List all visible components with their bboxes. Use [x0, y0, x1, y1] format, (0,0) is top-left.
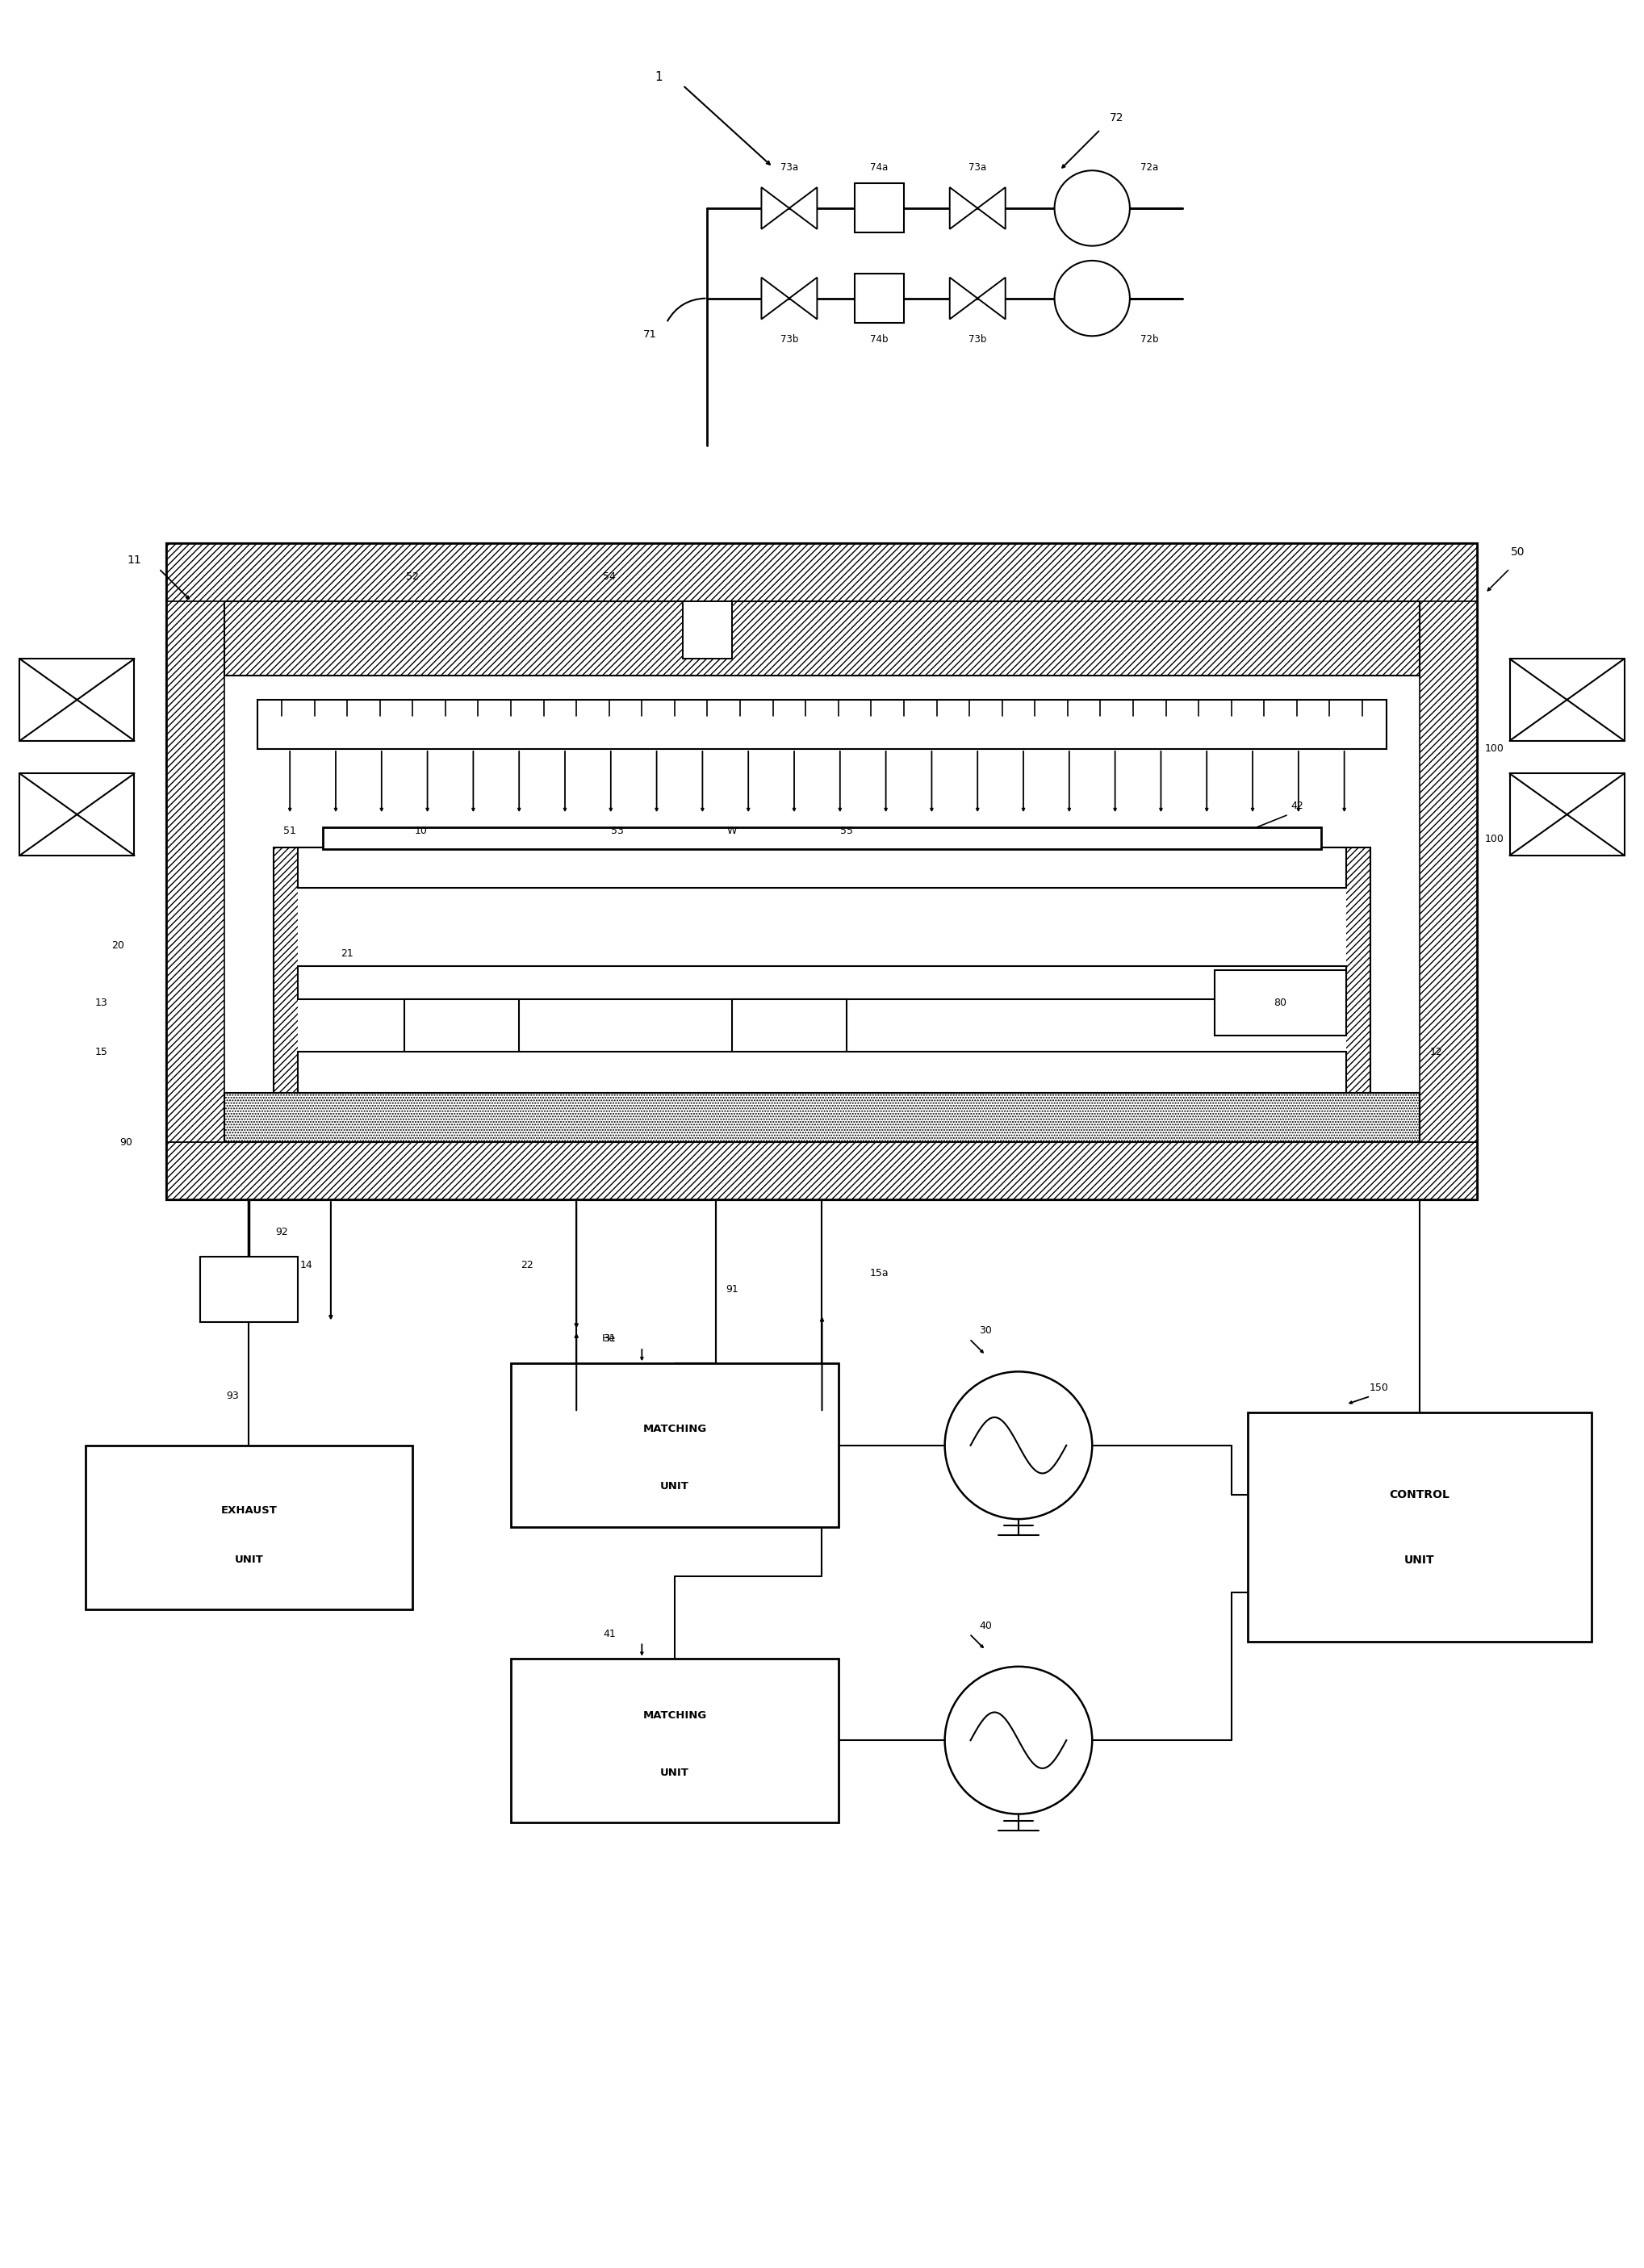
Text: 14: 14 — [299, 1259, 312, 1270]
Text: UNIT: UNIT — [235, 1556, 263, 1565]
Text: 73b: 73b — [968, 333, 986, 345]
Bar — [1420, 601, 1476, 1143]
Circle shape — [945, 1667, 1092, 1814]
Bar — [224, 601, 1420, 676]
Bar — [168, 544, 1476, 601]
Text: 15a: 15a — [870, 1268, 889, 1279]
Text: He: He — [602, 1334, 616, 1345]
Text: EXHAUST: EXHAUST — [220, 1506, 278, 1515]
Bar — [168, 1143, 1476, 1200]
Text: 10: 10 — [414, 826, 427, 837]
Text: 90: 90 — [120, 1136, 133, 1148]
Text: 91: 91 — [725, 1284, 738, 1295]
Text: 74a: 74a — [870, 161, 888, 172]
Text: 51: 51 — [283, 826, 296, 837]
Bar — [511, 1658, 838, 1821]
Bar — [404, 998, 520, 1093]
Polygon shape — [761, 277, 789, 320]
Text: 41: 41 — [603, 1628, 615, 1640]
Bar — [855, 184, 904, 234]
Bar — [298, 848, 1346, 889]
Bar — [85, 1445, 413, 1610]
Text: 54: 54 — [603, 572, 615, 583]
Bar — [224, 1093, 1420, 1143]
Circle shape — [1054, 170, 1129, 245]
Bar — [732, 998, 847, 1093]
Polygon shape — [950, 277, 978, 320]
Text: 42: 42 — [1291, 801, 1304, 812]
Text: 11: 11 — [127, 556, 141, 567]
Circle shape — [1054, 261, 1129, 336]
Bar — [256, 701, 1388, 748]
Bar — [168, 544, 1476, 1200]
Text: UNIT: UNIT — [661, 1481, 689, 1492]
Text: 73b: 73b — [781, 333, 799, 345]
Bar — [224, 601, 1420, 1143]
Text: 80: 80 — [1274, 998, 1287, 1009]
Bar — [1248, 1413, 1591, 1642]
Bar — [322, 828, 1322, 848]
Text: 12: 12 — [1430, 1048, 1442, 1057]
Bar — [511, 1363, 838, 1526]
Text: 13: 13 — [95, 998, 109, 1009]
Polygon shape — [978, 277, 1006, 320]
Text: 150: 150 — [1369, 1383, 1388, 1393]
Bar — [298, 871, 1346, 1093]
Text: UNIT: UNIT — [661, 1767, 689, 1778]
Bar — [1215, 971, 1346, 1036]
Bar — [298, 966, 1346, 998]
Polygon shape — [789, 188, 817, 229]
Text: MATCHING: MATCHING — [643, 1710, 707, 1721]
Text: 72a: 72a — [1141, 161, 1159, 172]
Text: MATCHING: MATCHING — [643, 1424, 707, 1433]
Text: W: W — [727, 826, 737, 837]
Text: 72b: 72b — [1141, 333, 1159, 345]
Text: 50: 50 — [1511, 547, 1526, 558]
Bar — [1509, 773, 1624, 855]
Text: 72: 72 — [1110, 113, 1124, 125]
Text: UNIT: UNIT — [1404, 1554, 1435, 1565]
Bar — [201, 1256, 298, 1322]
Text: 100: 100 — [1485, 744, 1504, 755]
Text: 71: 71 — [643, 329, 658, 340]
Bar — [855, 274, 904, 322]
Bar — [298, 1052, 1346, 1093]
Text: 31: 31 — [603, 1334, 615, 1345]
Text: 73a: 73a — [968, 161, 986, 172]
Text: 22: 22 — [521, 1259, 534, 1270]
Polygon shape — [761, 188, 789, 229]
Circle shape — [945, 1372, 1092, 1520]
Polygon shape — [789, 277, 817, 320]
Text: 93: 93 — [227, 1390, 238, 1402]
Bar — [1509, 658, 1624, 742]
Polygon shape — [950, 188, 978, 229]
Text: 52: 52 — [406, 572, 419, 583]
Text: 53: 53 — [612, 826, 623, 837]
Bar — [20, 773, 135, 855]
Text: 20: 20 — [112, 941, 125, 950]
Bar — [273, 848, 1371, 1118]
Text: 55: 55 — [840, 826, 853, 837]
Text: 21: 21 — [340, 948, 353, 959]
Text: 1: 1 — [654, 70, 663, 84]
Text: 40: 40 — [980, 1619, 991, 1631]
Bar — [20, 658, 135, 742]
Bar — [168, 601, 224, 1143]
Text: 15: 15 — [95, 1048, 109, 1057]
Text: 30: 30 — [980, 1325, 991, 1336]
Bar — [682, 601, 732, 658]
Text: CONTROL: CONTROL — [1389, 1488, 1450, 1499]
Text: 92: 92 — [275, 1227, 288, 1238]
Text: 73a: 73a — [781, 161, 799, 172]
Text: 74b: 74b — [870, 333, 888, 345]
Polygon shape — [978, 188, 1006, 229]
Text: 100: 100 — [1485, 835, 1504, 844]
